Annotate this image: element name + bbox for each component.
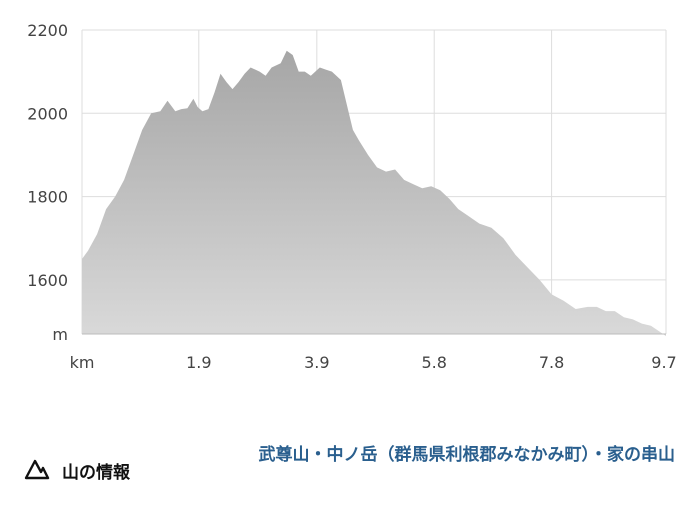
x-axis-label: km	[70, 353, 95, 372]
y-tick-label: 1800	[27, 188, 68, 207]
mountain-names-link[interactable]: 武尊山・中ノ岳（群馬県利根郡みなかみ町）・家の串山	[258, 445, 676, 465]
tick-labels: 2200 2000 1800 1600 1.9 3.9 5.8 7.8 9.7	[27, 21, 676, 372]
mountain-icon	[24, 459, 50, 480]
elevation-profile-chart: 2200 2000 1800 1600 1.9 3.9 5.8 7.8 9.7 km m	[27, 21, 676, 372]
elevation-area	[82, 50, 666, 337]
mountain-info-row: 山の情報 武尊山・中ノ岳（群馬県利根郡みなかみ町）・家の串山	[0, 430, 697, 510]
x-tick-label: 3.9	[304, 353, 329, 372]
x-tick-label: 5.8	[421, 353, 446, 372]
y-axis-label: m	[52, 325, 68, 344]
y-tick-label: 1600	[27, 271, 68, 290]
x-tick-label: 9.7	[651, 353, 676, 372]
y-tick-label: 2200	[27, 21, 68, 40]
x-tick-label: 7.8	[539, 353, 564, 372]
mountain-info-label: 山の情報	[62, 463, 130, 483]
y-tick-label: 2000	[27, 104, 68, 123]
x-tick-label: 1.9	[186, 353, 211, 372]
